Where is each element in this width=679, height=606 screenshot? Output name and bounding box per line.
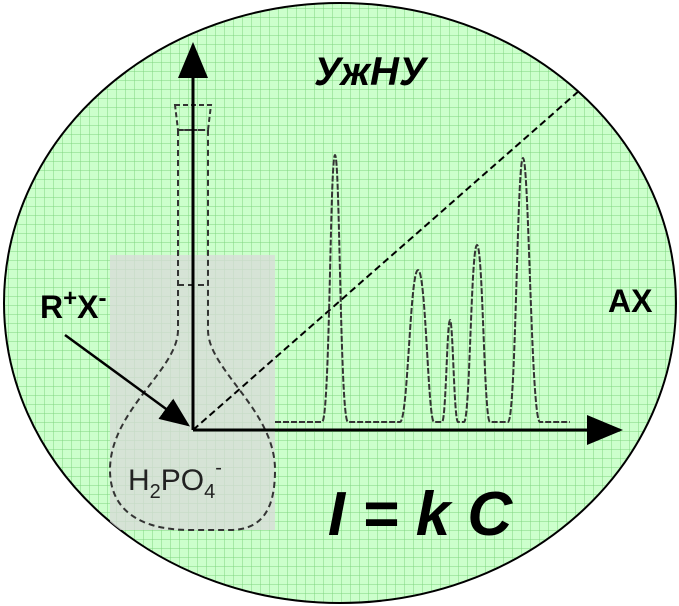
anion-charge: - (98, 285, 106, 312)
h: H (128, 464, 150, 497)
title: УжНУ (314, 50, 429, 94)
cation: R (40, 289, 63, 325)
reagent-arrow (64, 333, 191, 427)
o-count: 4 (204, 481, 215, 503)
analyte: H2PO4- (128, 457, 222, 503)
chromatogram (275, 153, 570, 423)
flask-stopper (173, 104, 213, 131)
axis-label: AX (608, 283, 653, 319)
reagent: R+X- (40, 285, 106, 325)
h-count: 2 (150, 481, 161, 503)
anion: X (77, 289, 99, 325)
calibration-line (192, 89, 581, 431)
cation-charge: + (63, 285, 77, 312)
flask (108, 129, 277, 531)
po: PO (161, 464, 204, 497)
charge: - (215, 457, 222, 479)
equation: I = k C (328, 480, 514, 549)
